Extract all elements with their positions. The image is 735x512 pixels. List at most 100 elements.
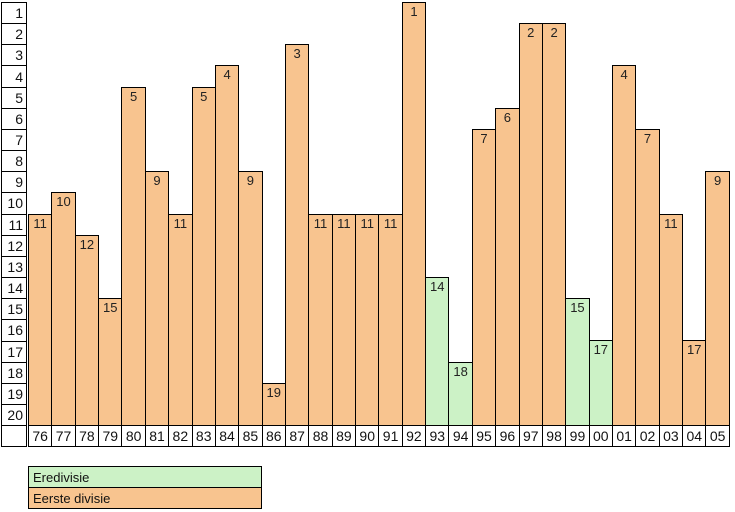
bar-column-98: 2 [541, 2, 567, 426]
x-tick-96: 96 [495, 425, 520, 447]
y-tick-9: 9 [1, 171, 27, 194]
bar-value-label: 11 [360, 215, 374, 231]
bar-81: 9 [144, 171, 170, 426]
bar-91: 11 [378, 213, 403, 426]
x-tick-04: 04 [682, 425, 707, 447]
bar-value-label: 11 [664, 215, 678, 231]
bar-83: 5 [191, 86, 216, 426]
y-tick-3: 3 [1, 44, 27, 67]
bar-76: 11 [28, 213, 53, 426]
y-tick-19: 19 [1, 382, 27, 405]
bar-value-label: 15 [570, 300, 585, 316]
bar-value-label: 4 [620, 67, 628, 83]
bar-89: 11 [331, 213, 357, 426]
y-tick-6: 6 [1, 107, 27, 130]
bar-column-76: 11 [28, 2, 53, 426]
bar-value-label: 5 [200, 88, 208, 104]
bar-column-88: 11 [308, 2, 333, 426]
bar-97: 2 [518, 23, 543, 426]
bar-88: 11 [308, 213, 333, 426]
bar-value-label: 19 [266, 384, 281, 400]
bar-column-90: 11 [355, 2, 380, 426]
y-tick-5: 5 [1, 86, 27, 109]
x-tick-01: 01 [611, 425, 637, 447]
x-tick-86: 86 [261, 425, 286, 447]
bar-95: 7 [471, 128, 497, 426]
bar-value-label: 2 [527, 25, 535, 41]
bar-column-91: 11 [378, 2, 403, 426]
bar-value-label: 9 [246, 173, 255, 189]
bar-80: 5 [121, 86, 146, 426]
y-tick-8: 8 [1, 150, 27, 173]
x-tick-82: 82 [168, 425, 193, 447]
bar-column-99: 15 [565, 2, 590, 426]
y-tick-13: 13 [1, 255, 27, 279]
bar-98: 2 [541, 23, 567, 426]
bar-column-83: 5 [191, 2, 216, 426]
bar-value-label: 2 [550, 25, 558, 41]
bar-77: 10 [51, 192, 76, 426]
bar-02: 7 [635, 128, 660, 426]
axis-corner-cell [1, 425, 27, 447]
legend-item-eerste-divisie: Eerste divisie [28, 487, 262, 509]
bar-78: 12 [74, 234, 100, 426]
bar-value-label: 11 [33, 215, 47, 231]
bar-00: 17 [588, 340, 613, 426]
y-tick-1: 1 [1, 2, 27, 25]
y-tick-18: 18 [1, 361, 27, 384]
x-tick-76: 76 [28, 425, 53, 447]
x-tick-93: 93 [425, 425, 450, 447]
x-tick-78: 78 [74, 425, 100, 447]
y-tick-4: 4 [1, 65, 27, 88]
bar-86: 19 [261, 382, 286, 426]
x-tick-87: 87 [284, 425, 310, 447]
bar-01: 4 [611, 65, 637, 426]
bar-92: 1 [401, 2, 427, 426]
y-tick-7: 7 [1, 128, 27, 152]
bar-column-80: 5 [121, 2, 146, 426]
bar-column-04: 17 [682, 2, 707, 426]
y-tick-15: 15 [1, 298, 27, 321]
x-tick-83: 83 [191, 425, 216, 447]
bar-value-label: 5 [130, 88, 138, 104]
bar-value-label: 6 [503, 109, 511, 125]
bar-value-label: 7 [643, 130, 652, 146]
bar-82: 11 [168, 213, 193, 426]
plot-area: 11 10 12 15 5 9 11 5 4 9 19 3 11 11 11 11 1 14 18 7 6 2 2 15 17 4… [28, 2, 730, 426]
x-tick-00: 00 [588, 425, 613, 447]
bar-value-label: 1 [410, 4, 418, 19]
bar-03: 11 [658, 213, 684, 426]
y-tick-14: 14 [1, 277, 27, 300]
bar-99: 15 [565, 298, 590, 426]
bar-value-label: 11 [337, 215, 351, 231]
bar-column-05: 9 [705, 2, 730, 426]
bar-column-79: 15 [98, 2, 123, 426]
bar-value-label: 11 [383, 215, 398, 231]
bar-column-87: 3 [284, 2, 310, 426]
bar-column-97: 2 [518, 2, 543, 426]
x-tick-79: 79 [98, 425, 123, 447]
bar-value-label: 7 [480, 130, 488, 146]
bar-value-label: 12 [79, 236, 95, 252]
bar-column-82: 11 [168, 2, 193, 426]
bar-value-label: 3 [293, 46, 301, 62]
bar-column-92: 1 [401, 2, 427, 426]
bar-column-89: 11 [331, 2, 357, 426]
bar-value-label: 15 [103, 300, 118, 316]
x-tick-99: 99 [565, 425, 590, 447]
x-tick-97: 97 [518, 425, 543, 447]
x-tick-92: 92 [401, 425, 427, 447]
x-axis: 76 77 78 79 80 81 82 83 84 85 86 87 88 89 90 91 92 93 94 95… [28, 425, 730, 447]
y-tick-11: 11 [1, 213, 27, 236]
x-tick-90: 90 [355, 425, 380, 447]
bar-column-02: 7 [635, 2, 660, 426]
bar-column-94: 18 [448, 2, 473, 426]
bar-value-label: 11 [313, 215, 328, 231]
x-tick-98: 98 [541, 425, 567, 447]
x-tick-94: 94 [448, 425, 473, 447]
bar-04: 17 [682, 340, 707, 426]
y-tick-2: 2 [1, 23, 27, 46]
x-tick-89: 89 [331, 425, 357, 447]
x-tick-02: 02 [635, 425, 660, 447]
bar-value-label: 14 [430, 278, 445, 294]
